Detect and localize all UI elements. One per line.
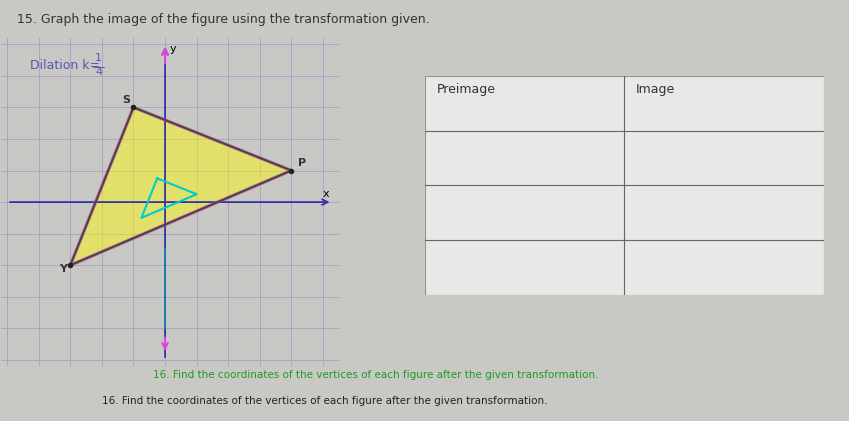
Text: 16. Find the coordinates of the vertices of each figure after the given transfor: 16. Find the coordinates of the vertices… [102, 396, 548, 406]
Text: Image: Image [636, 83, 675, 96]
Text: 4: 4 [95, 67, 102, 77]
Text: —: — [93, 61, 105, 74]
Text: Dilation k=: Dilation k= [30, 59, 104, 72]
Text: Preimage: Preimage [436, 83, 496, 96]
Text: 1: 1 [95, 53, 102, 63]
Text: P: P [298, 158, 306, 168]
Text: y: y [170, 44, 177, 54]
Text: 16. Find the coordinates of the vertices of each figure after the given transfor: 16. Find the coordinates of the vertices… [153, 370, 599, 381]
Text: x: x [323, 189, 329, 199]
Text: 15. Graph the image of the figure using the transformation given.: 15. Graph the image of the figure using … [17, 13, 430, 26]
Polygon shape [70, 107, 291, 265]
Text: S: S [122, 95, 131, 105]
Text: Y: Y [59, 264, 67, 274]
